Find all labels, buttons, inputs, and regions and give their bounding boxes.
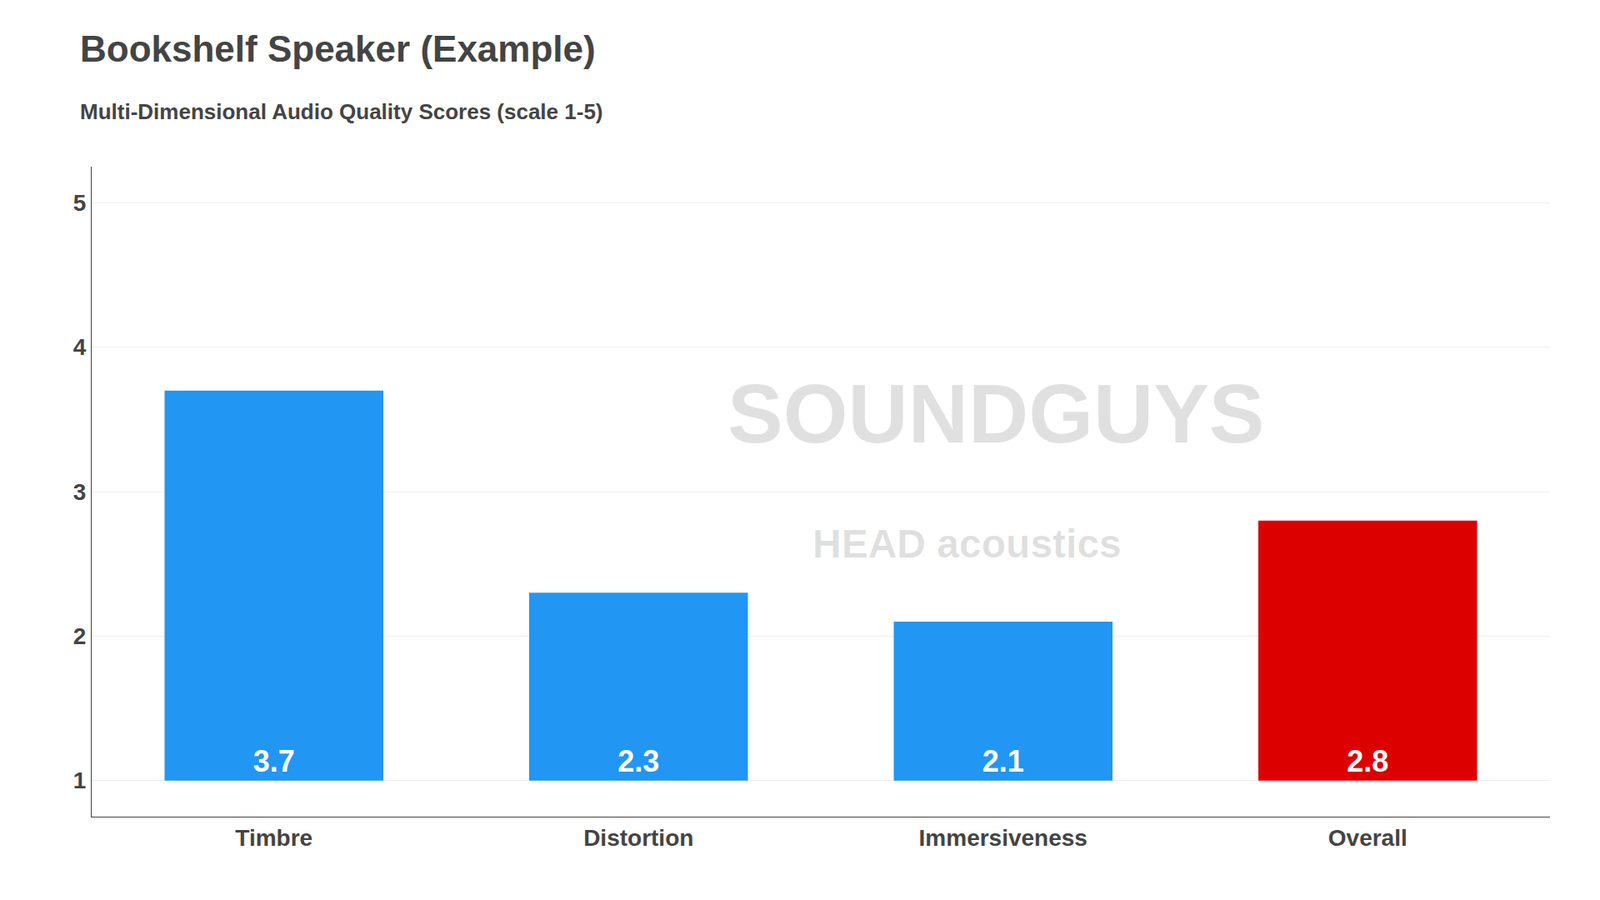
svg-text:2: 2 xyxy=(73,623,87,650)
svg-text:3: 3 xyxy=(73,479,87,505)
svg-text:Timbre: Timbre xyxy=(235,825,313,851)
svg-text:1: 1 xyxy=(73,767,87,794)
svg-text:Bookshelf Speaker (Example): Bookshelf Speaker (Example) xyxy=(80,28,596,70)
svg-text:2.8: 2.8 xyxy=(1346,744,1389,779)
svg-text:SOUNDGUYS: SOUNDGUYS xyxy=(727,366,1265,460)
svg-text:Distortion: Distortion xyxy=(583,825,694,851)
svg-text:5: 5 xyxy=(73,190,87,216)
svg-text:HEAD acoustics: HEAD acoustics xyxy=(812,521,1122,566)
svg-text:Multi-Dimensional Audio Qualit: Multi-Dimensional Audio Quality Scores (… xyxy=(80,99,604,125)
svg-text:Immersiveness: Immersiveness xyxy=(919,825,1088,851)
svg-text:Overall: Overall xyxy=(1328,825,1408,851)
svg-text:2.1: 2.1 xyxy=(982,744,1025,779)
svg-text:4: 4 xyxy=(73,334,87,360)
svg-text:3.7: 3.7 xyxy=(253,744,295,779)
svg-text:2.3: 2.3 xyxy=(617,744,660,779)
